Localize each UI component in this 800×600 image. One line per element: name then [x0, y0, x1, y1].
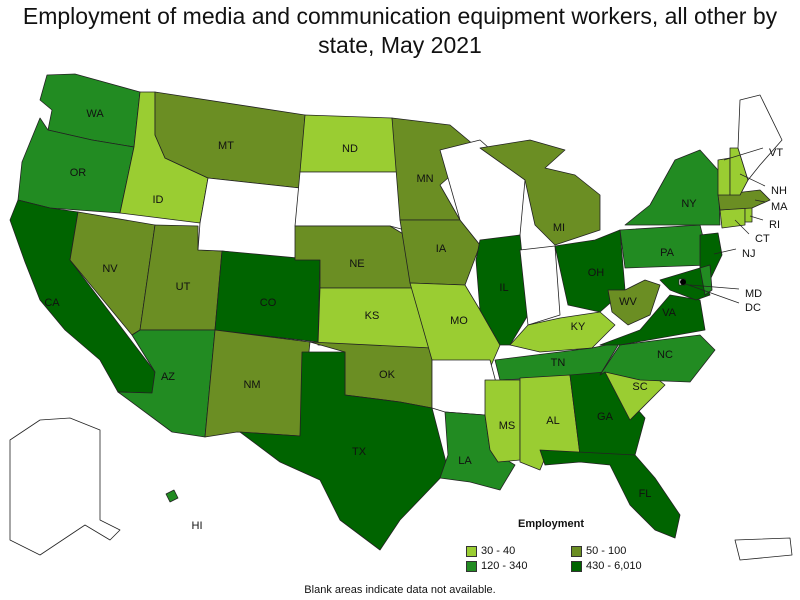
- state-ky[interactable]: [509, 311, 616, 353]
- state-label-sc: SC: [632, 381, 647, 393]
- state-in[interactable]: [519, 245, 561, 326]
- state-label-va: VA: [662, 307, 677, 319]
- state-label-ga: GA: [597, 411, 614, 423]
- state-wv[interactable]: [607, 279, 661, 326]
- legend-item-50-100: 50 - 100: [571, 545, 676, 557]
- state-label-wv: WV: [619, 296, 637, 308]
- state-label-nc: NC: [657, 349, 673, 361]
- state-tx[interactable]: [239, 351, 449, 551]
- leader-line-ct: [734, 219, 750, 235]
- state-label-ut: UT: [176, 281, 191, 293]
- state-label-nh: NH: [771, 185, 787, 197]
- legend-label: 30 - 40: [481, 545, 516, 557]
- state-nc[interactable]: [599, 334, 716, 383]
- leader-line-ri: [749, 215, 764, 221]
- state-label-mo: MO: [450, 315, 468, 327]
- state-ia[interactable]: [399, 219, 481, 286]
- state-label-dc: DC: [745, 302, 761, 314]
- state-mi[interactable]: [479, 139, 601, 246]
- state-label-nm: NM: [243, 379, 260, 391]
- state-me[interactable]: [737, 94, 783, 181]
- state-va[interactable]: [599, 294, 706, 346]
- state-label-nj: NJ: [742, 248, 755, 260]
- leader-line-nj: [713, 248, 737, 255]
- state-pr[interactable]: [734, 537, 793, 561]
- state-label-co: CO: [260, 297, 277, 309]
- state-label-oh: OH: [588, 267, 605, 279]
- leader-line-md: [689, 284, 740, 290]
- state-wy[interactable]: [197, 177, 301, 261]
- leader-line-dc: [682, 282, 740, 304]
- state-label-mt: MT: [218, 140, 234, 152]
- leader-line-ma: [754, 199, 766, 203]
- legend-label: 50 - 100: [586, 545, 627, 557]
- legend-item-120-340: 120 - 340: [466, 560, 571, 572]
- state-label-la: LA: [458, 455, 472, 467]
- state-label-md: MD: [745, 288, 762, 300]
- state-label-az: AZ: [161, 371, 175, 383]
- state-label-nd: ND: [342, 143, 358, 155]
- state-label-vt: VT: [769, 147, 783, 159]
- state-label-or: OR: [70, 167, 87, 179]
- state-tn[interactable]: [494, 341, 621, 381]
- state-labels: WA OR CA ID NV UT AZ MT CO NM ND NE KS OK TX MN IA MO LA IL…: [44, 108, 788, 532]
- state-label-wa: WA: [86, 108, 104, 120]
- state-label-ca: CA: [44, 297, 60, 309]
- state-label-ny: NY: [681, 198, 697, 210]
- state-label-tn: TN: [551, 357, 566, 369]
- state-label-ia: IA: [436, 243, 447, 255]
- state-label-nv: NV: [102, 263, 118, 275]
- state-label-al: AL: [546, 415, 559, 427]
- state-label-ks: KS: [365, 310, 380, 322]
- legend-swatch: [466, 560, 477, 572]
- legend-swatch: [466, 545, 477, 557]
- legend-item-430-6010: 430 - 6,010: [571, 560, 676, 572]
- state-label-hi: HI: [192, 520, 203, 532]
- state-sd[interactable]: [294, 171, 406, 231]
- leader-line-nh: [739, 173, 766, 187]
- state-label-mn: MN: [416, 173, 433, 185]
- legend-label: 430 - 6,010: [586, 560, 642, 572]
- state-label-mi: MI: [553, 222, 565, 234]
- state-ny[interactable]: [624, 149, 721, 226]
- state-label-ne: NE: [349, 258, 364, 270]
- legend-swatch: [571, 560, 582, 572]
- state-label-tx: TX: [352, 446, 367, 458]
- state-il[interactable]: [475, 234, 529, 346]
- state-label-fl: FL: [639, 488, 652, 500]
- state-label-ok: OK: [379, 369, 396, 381]
- state-label-pa: PA: [660, 247, 675, 259]
- map-title: Employment of media and communication eq…: [22, 3, 778, 58]
- state-fl[interactable]: [539, 449, 681, 539]
- legend: Employment 30 - 40 50 - 100 120 - 340 43…: [466, 518, 666, 572]
- state-label-il: IL: [499, 282, 508, 294]
- state-label-ky: KY: [571, 321, 586, 333]
- dc-marker: [680, 279, 686, 285]
- state-label-ri: RI: [769, 219, 780, 231]
- legend-label: 120 - 340: [481, 560, 528, 572]
- state-label-id: ID: [153, 194, 164, 206]
- state-nh[interactable]: [729, 147, 749, 196]
- legend-title: Employment: [517, 518, 584, 530]
- state-label-ct: CT: [755, 233, 770, 245]
- label-leader-lines: [680, 147, 766, 304]
- leader-line-vt: [723, 147, 764, 161]
- state-ak[interactable]: [9, 417, 121, 556]
- legend-grid: 30 - 40 50 - 100 120 - 340 430 - 6,010: [466, 545, 666, 572]
- state-vt[interactable]: [717, 157, 731, 196]
- state-shapes: [9, 73, 793, 561]
- state-label-ms: MS: [499, 420, 516, 432]
- state-label-ma: MA: [771, 201, 788, 213]
- legend-swatch: [571, 545, 582, 557]
- legend-item-30-40: 30 - 40: [466, 545, 571, 557]
- state-ct[interactable]: [719, 207, 746, 229]
- state-hi[interactable]: [165, 489, 179, 503]
- state-ri[interactable]: [744, 207, 753, 223]
- footnote: Blank areas indicate data not available.: [304, 584, 496, 596]
